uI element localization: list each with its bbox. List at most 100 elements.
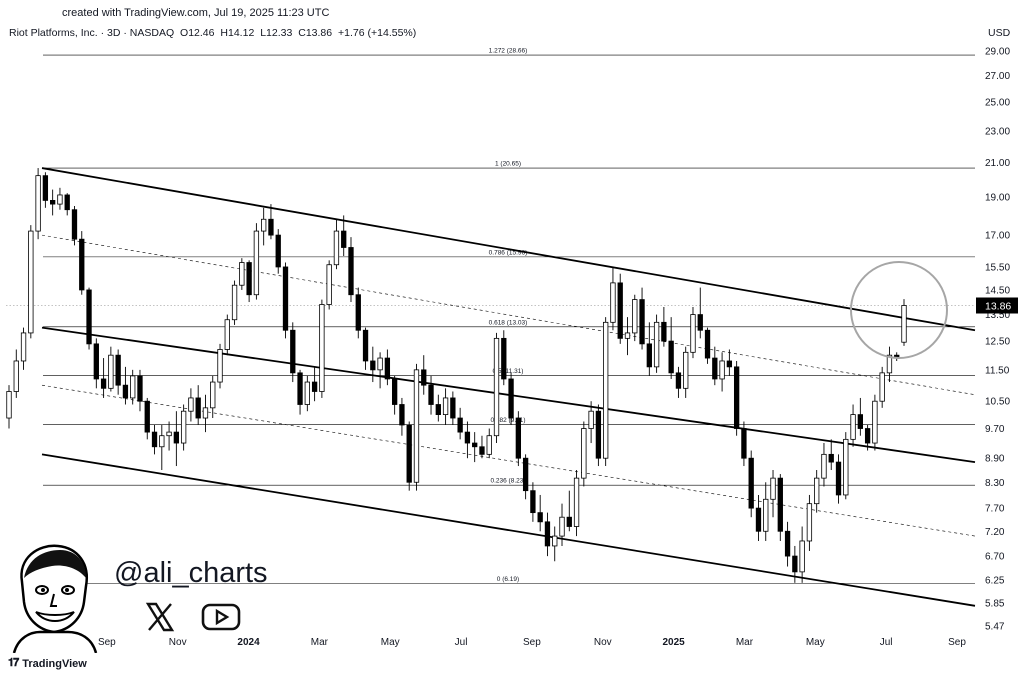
candle-body [653, 321, 660, 368]
candle-body [151, 431, 158, 448]
candle-body [690, 314, 696, 353]
candle-body [719, 360, 725, 380]
candle-body [857, 414, 863, 429]
candle-body [370, 360, 376, 371]
candle-body [748, 457, 754, 509]
time-tick: Sep [523, 637, 541, 648]
candle-body [246, 262, 252, 296]
candle-body [741, 428, 747, 459]
candle-body [646, 343, 652, 368]
candle-body [530, 490, 536, 514]
fib-label: 0 (6.19) [497, 576, 519, 583]
price-tick: 13.50 [985, 310, 1010, 321]
highlight-circle [850, 261, 948, 359]
price-tick: 8.30 [985, 478, 1005, 489]
candle-body [319, 304, 325, 392]
candle-body [326, 264, 332, 305]
candle-body [755, 507, 762, 532]
currency-label[interactable]: USD [988, 27, 1011, 39]
tradingview-footer[interactable]: 𝟏𝟕 TradingView [8, 657, 87, 670]
fib-label: 0.5 (11.31) [493, 368, 524, 375]
candle-body [675, 372, 682, 389]
candle-body [544, 521, 551, 547]
candle-body [377, 357, 383, 371]
candle-body [464, 431, 471, 444]
candle-body [566, 516, 572, 527]
price-tick: 5.47 [985, 622, 1005, 633]
price-tick: 17.00 [985, 231, 1010, 242]
candle-body [210, 381, 216, 409]
candle-body [231, 284, 238, 321]
candle-body [28, 230, 34, 334]
candle-body [159, 435, 165, 448]
x-logo-icon[interactable] [145, 602, 175, 637]
price-tick: 7.20 [985, 527, 1005, 538]
candle-body [501, 337, 507, 380]
candle-body [435, 404, 441, 415]
symbol-name[interactable]: Riot Platforms, Inc. · 3D · NASDAQ [9, 27, 175, 39]
candle-body [130, 375, 136, 399]
fib-label: 1 (20.65) [495, 161, 521, 168]
candle-body [355, 294, 361, 331]
candle-body [901, 305, 907, 343]
candle-body [362, 329, 369, 362]
time-tick: Mar [736, 637, 754, 648]
candle-body [35, 175, 41, 232]
candle-body [42, 175, 49, 201]
candle-body [814, 477, 820, 505]
candle-body [71, 209, 78, 240]
candle-body [552, 535, 558, 547]
candle-body [224, 319, 230, 350]
time-tick: Jul [455, 637, 468, 648]
candle-body [399, 404, 405, 426]
price-tick: 7.70 [985, 504, 1005, 515]
candle-body [13, 360, 19, 392]
price-tick: 9.70 [985, 424, 1005, 435]
candle-body [610, 282, 616, 323]
candle-body [624, 332, 631, 339]
time-tick: Nov [169, 637, 187, 648]
author-handle: @ali_charts [114, 557, 268, 589]
candle-body [806, 503, 813, 542]
fib-label: 0.382 (9.81) [490, 417, 525, 424]
social-icons [145, 602, 241, 637]
fib-label: 0.786 (15.96) [489, 249, 528, 256]
candle-body [850, 414, 856, 440]
candle-body [777, 477, 783, 532]
candle-body [886, 354, 893, 374]
candle-body [311, 381, 318, 392]
candle-body [79, 238, 85, 291]
price-tick: 25.00 [985, 98, 1010, 109]
price-tick: 29.00 [985, 47, 1010, 58]
candle-body [668, 340, 674, 374]
time-tick: May [381, 637, 400, 648]
candle-body [493, 337, 500, 437]
candle-body [770, 477, 776, 500]
candle-body [50, 200, 56, 205]
candle-body [239, 262, 245, 286]
price-tick: 15.50 [985, 262, 1010, 273]
candle-body [341, 230, 347, 248]
candle-body [108, 354, 114, 389]
candle-body [821, 453, 827, 479]
candle-body [282, 266, 289, 331]
candle-body [421, 369, 427, 386]
time-tick: May [806, 637, 825, 648]
candle-body [144, 400, 150, 433]
time-tick: 2025 [662, 637, 685, 648]
price-tick: 12.50 [985, 337, 1010, 348]
time-tick: Nov [594, 637, 612, 648]
candle-body [784, 530, 791, 557]
candle-body [712, 357, 718, 380]
candle-body [573, 477, 580, 527]
candle-body [733, 366, 740, 429]
candle-body [864, 428, 871, 444]
candle-body [173, 431, 180, 444]
candle-body [64, 194, 70, 211]
candle-body [275, 234, 281, 268]
candle-body [137, 375, 143, 402]
youtube-play-icon[interactable] [201, 602, 241, 637]
candle-body [268, 218, 274, 236]
candle-body [704, 329, 711, 359]
